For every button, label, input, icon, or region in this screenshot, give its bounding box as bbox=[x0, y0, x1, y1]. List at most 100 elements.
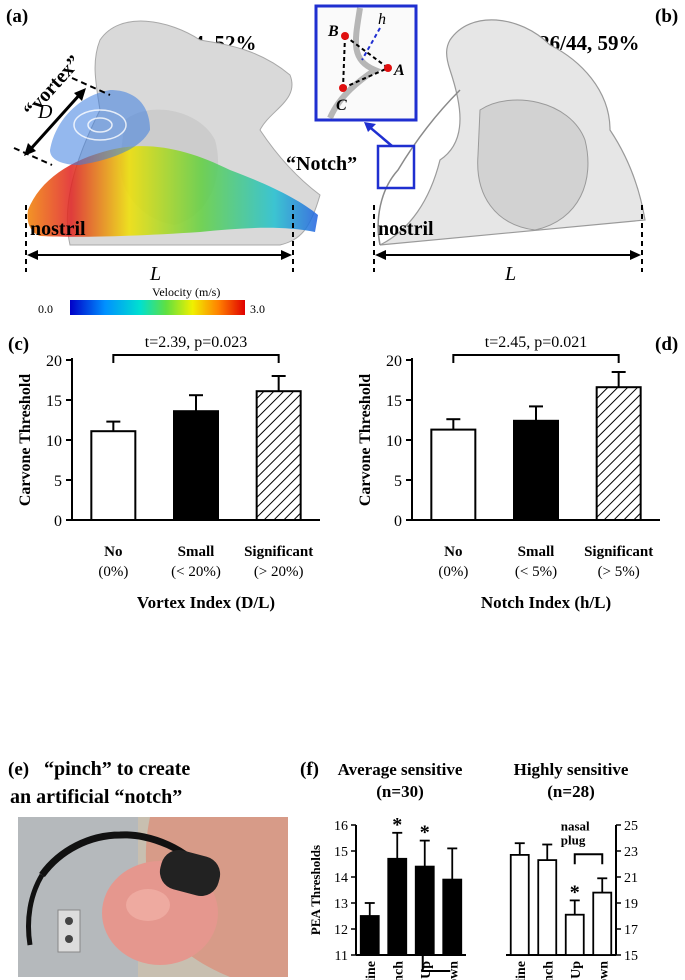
subchart-subtitle: (n=30) bbox=[376, 782, 423, 801]
turbinate-shape-b bbox=[477, 99, 589, 231]
category-label: Small bbox=[178, 544, 215, 560]
l-arrow-b-left bbox=[375, 250, 386, 260]
vortex-core-inner bbox=[87, 117, 113, 133]
inset-point-b bbox=[341, 32, 349, 40]
category-sub-label: (0%) bbox=[438, 564, 468, 580]
significance-bracket bbox=[452, 354, 620, 363]
d-arrow bbox=[26, 90, 84, 154]
velocity-title: Velocity (m/s) bbox=[152, 285, 220, 299]
bar bbox=[595, 386, 642, 521]
category-sub-label: (0%) bbox=[98, 564, 128, 580]
bar bbox=[564, 913, 585, 956]
inset-point-c bbox=[339, 84, 347, 92]
velocity-colorbar bbox=[70, 300, 245, 315]
y-tick-label: 19 bbox=[624, 897, 638, 912]
bar bbox=[255, 390, 302, 521]
bar bbox=[90, 430, 137, 521]
y-tick-label: 15 bbox=[46, 393, 62, 410]
significance-annotation: t=2.45, p=0.021 bbox=[485, 334, 588, 351]
category-label: Pinch bbox=[541, 961, 556, 980]
photo-outlet-hole-2 bbox=[65, 935, 73, 943]
category-label: No bbox=[104, 544, 122, 560]
significance-star: * bbox=[420, 822, 430, 844]
bar bbox=[592, 891, 613, 956]
category-label: Down bbox=[446, 961, 461, 980]
category-label: Baseline bbox=[364, 961, 379, 980]
bar bbox=[359, 915, 380, 956]
velocity-min: 0.0 bbox=[38, 302, 53, 316]
vortex-region bbox=[50, 90, 150, 165]
y-tick-label: 12 bbox=[334, 923, 348, 938]
inset-line-bc bbox=[342, 35, 346, 89]
notch-word: “Notch” bbox=[286, 153, 357, 175]
inset-a: A bbox=[393, 62, 405, 79]
bar bbox=[387, 857, 408, 956]
y-tick-label: 25 bbox=[624, 819, 638, 834]
l-label-a: L bbox=[149, 263, 161, 285]
nostril-label-b: nostril bbox=[378, 218, 434, 240]
category-label: Significant bbox=[584, 544, 653, 560]
chart-c-label: (c) bbox=[8, 334, 29, 355]
category-sub-label: (< 20%) bbox=[171, 564, 221, 580]
y-tick-label: 10 bbox=[46, 433, 62, 450]
category-label: Baseline bbox=[514, 961, 529, 980]
l-arrow-b-right bbox=[630, 250, 641, 260]
y-tick-label: 15 bbox=[624, 949, 638, 964]
category-label: No bbox=[444, 544, 462, 560]
photo-nose-highlight bbox=[126, 889, 170, 921]
panel-b-label: (b) bbox=[655, 6, 678, 27]
y-tick-label: 23 bbox=[624, 845, 638, 860]
notch-outline bbox=[377, 89, 461, 246]
photo-clip-cable bbox=[26, 873, 45, 946]
notch-inset-contour bbox=[327, 7, 382, 120]
y-tick-label: 16 bbox=[334, 819, 348, 834]
bar bbox=[430, 428, 477, 521]
category-label: Small bbox=[518, 544, 555, 560]
bar bbox=[173, 410, 219, 521]
inset-b: B bbox=[327, 23, 339, 40]
inset-line-ca bbox=[342, 67, 389, 89]
y-axis-title: Carvone Threshold bbox=[357, 374, 374, 506]
nasal-plug-label-right-2: plug bbox=[561, 832, 586, 847]
y-tick-label: 14 bbox=[334, 871, 348, 886]
d-arrow-head-bottom bbox=[24, 143, 36, 156]
inset-h-line bbox=[361, 27, 381, 61]
y-tick-label: 5 bbox=[54, 473, 62, 490]
bar bbox=[442, 878, 463, 956]
d-arrow-head-top bbox=[74, 88, 86, 101]
y-tick-label: 10 bbox=[386, 433, 402, 450]
chart-c: (c) 0 5 10 15 20 Carvone Threshold No (0%) Small (… bbox=[8, 334, 320, 612]
bar bbox=[509, 854, 530, 956]
nasal-plug-bracket-right bbox=[573, 853, 604, 865]
y-tick-label: 0 bbox=[394, 513, 402, 530]
significance-star: * bbox=[392, 814, 402, 836]
category-label: Up bbox=[419, 961, 434, 979]
panel-a-label: (a) bbox=[6, 6, 28, 27]
category-label: Significant bbox=[244, 544, 313, 560]
chart-d: (d) 0 5 10 15 20 Carvone Threshold No (0%) Small (… bbox=[357, 334, 678, 612]
y-tick-label: 15 bbox=[334, 845, 348, 860]
significance-annotation: t=2.39, p=0.023 bbox=[145, 334, 248, 351]
d-dashed-bottom bbox=[13, 147, 53, 166]
d-label: D bbox=[37, 101, 53, 123]
bar bbox=[537, 859, 558, 956]
nasal-plug-bracket-left bbox=[421, 953, 451, 972]
y-tick-label: 20 bbox=[386, 353, 402, 370]
panel-e: (e) “pinch” to create an artificial “not… bbox=[8, 758, 288, 977]
category-sub-label: (> 20%) bbox=[254, 564, 304, 580]
panel-b: (b) “n=26/44, 59% B A C h “Notch” nostri… bbox=[286, 4, 678, 285]
subchart-title: Average sensitive bbox=[338, 760, 463, 779]
inset-c: C bbox=[336, 97, 347, 114]
inset-point-a bbox=[384, 64, 392, 72]
panel-e-label: (e) bbox=[8, 759, 29, 780]
nostril-label-a: nostril bbox=[30, 218, 86, 240]
chart-d-label: (d) bbox=[655, 334, 678, 355]
y-tick-label: 5 bbox=[394, 473, 402, 490]
l-arrow-a-left bbox=[27, 250, 38, 260]
bar bbox=[414, 865, 435, 956]
d-dashed-top bbox=[71, 77, 111, 96]
category-label: Pinch bbox=[391, 961, 406, 980]
inset-line-ba bbox=[344, 35, 389, 69]
notch-pointer-head bbox=[364, 122, 376, 132]
x-axis-title: Vortex Index (D/L) bbox=[137, 593, 275, 612]
